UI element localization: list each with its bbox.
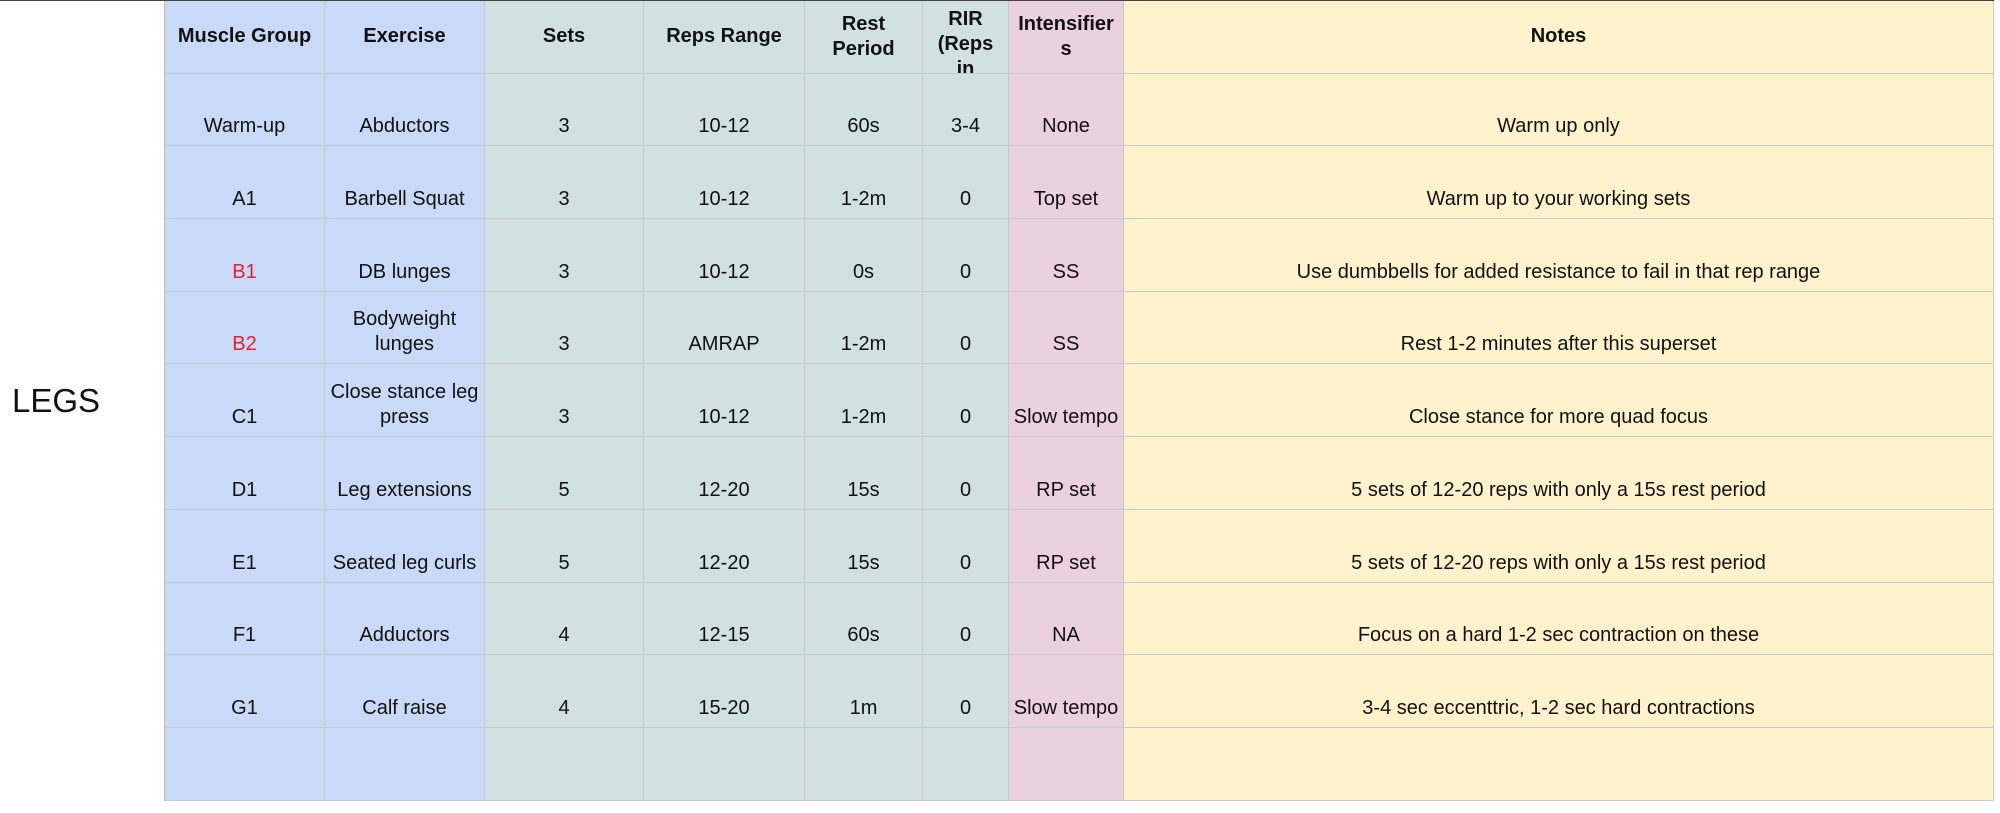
cell: Slow tempo <box>1009 655 1124 728</box>
column-header: Exercise <box>325 1 485 74</box>
cell: Adductors <box>325 582 485 656</box>
cell: Warm up only <box>1124 73 1994 147</box>
cell: 10-12 <box>644 73 805 147</box>
cell: 4 <box>485 582 644 656</box>
cell: 3-4 sec eccenttric, 1-2 sec hard contrac… <box>1124 655 1994 728</box>
cell: 0 <box>923 146 1009 220</box>
cell: 5 <box>485 509 644 583</box>
cell: Close stance leg press <box>325 364 485 438</box>
cell: RP set <box>1009 437 1124 510</box>
cell: 0s <box>805 219 923 292</box>
cell: B1 <box>165 219 325 292</box>
cell: 15s <box>805 437 923 510</box>
cell: 3 <box>485 364 644 438</box>
cell: 3 <box>485 291 644 365</box>
cell: G1 <box>165 655 325 728</box>
cell: Barbell Squat <box>325 146 485 220</box>
cell: Leg extensions <box>325 437 485 510</box>
cell: None <box>1009 73 1124 147</box>
cell: F1 <box>165 582 325 656</box>
empty-cell <box>923 727 1009 801</box>
cell: 60s <box>805 582 923 656</box>
cell: B2 <box>165 291 325 365</box>
cell: 0 <box>923 219 1009 292</box>
cell: 4 <box>485 655 644 728</box>
cell: 12-20 <box>644 509 805 583</box>
cell: 1-2m <box>805 364 923 438</box>
cell: 3 <box>485 219 644 292</box>
cell: 3 <box>485 146 644 220</box>
cell: NA <box>1009 582 1124 656</box>
cell: 0 <box>923 582 1009 656</box>
cell: 10-12 <box>644 219 805 292</box>
cell: Rest 1-2 minutes after this superset <box>1124 291 1994 365</box>
cell: Calf raise <box>325 655 485 728</box>
cell: 1m <box>805 655 923 728</box>
column-header: RIR (Reps in <box>923 1 1009 74</box>
cell: 3 <box>485 73 644 147</box>
cell: Focus on a hard 1-2 sec contraction on t… <box>1124 582 1994 656</box>
cell: Seated leg curls <box>325 509 485 583</box>
cell: D1 <box>165 437 325 510</box>
cell: 12-15 <box>644 582 805 656</box>
column-header: Rest Period <box>805 1 923 74</box>
cell: DB lunges <box>325 219 485 292</box>
cell: A1 <box>165 146 325 220</box>
empty-cell <box>1124 727 1994 801</box>
cell: 1-2m <box>805 291 923 365</box>
cell: Use dumbbells for added resistance to fa… <box>1124 219 1994 292</box>
cell: SS <box>1009 219 1124 292</box>
column-header: Notes <box>1124 1 1994 74</box>
cell: 1-2m <box>805 146 923 220</box>
cell: 15-20 <box>644 655 805 728</box>
column-header: Intensifiers <box>1009 1 1124 74</box>
column-header: Reps Range <box>644 1 805 74</box>
cell: 15s <box>805 509 923 583</box>
side-label: LEGS <box>0 1 165 801</box>
cell: C1 <box>165 364 325 438</box>
cell: RP set <box>1009 509 1124 583</box>
cell: Close stance for more quad focus <box>1124 364 1994 438</box>
cell: 0 <box>923 291 1009 365</box>
column-header: Sets <box>485 1 644 74</box>
cell: 3-4 <box>923 73 1009 147</box>
cell: SS <box>1009 291 1124 365</box>
cell: Abductors <box>325 73 485 147</box>
cell: 5 sets of 12-20 reps with only a 15s res… <box>1124 509 1994 583</box>
cell: 0 <box>923 509 1009 583</box>
cell: Slow tempo <box>1009 364 1124 438</box>
cell: E1 <box>165 509 325 583</box>
cell: 60s <box>805 73 923 147</box>
cell: Bodyweight lunges <box>325 291 485 365</box>
empty-cell <box>805 727 923 801</box>
cell: 5 <box>485 437 644 510</box>
empty-cell <box>165 727 325 801</box>
cell: 0 <box>923 364 1009 438</box>
cell: 0 <box>923 655 1009 728</box>
empty-cell <box>325 727 485 801</box>
column-header: Muscle Group <box>165 1 325 74</box>
cell: 0 <box>923 437 1009 510</box>
cell: 10-12 <box>644 364 805 438</box>
cell: 5 sets of 12-20 reps with only a 15s res… <box>1124 437 1994 510</box>
cell: AMRAP <box>644 291 805 365</box>
cell: Top set <box>1009 146 1124 220</box>
cell: 12-20 <box>644 437 805 510</box>
empty-cell <box>1009 727 1124 801</box>
empty-cell <box>644 727 805 801</box>
cell: Warm-up <box>165 73 325 147</box>
empty-cell <box>485 727 644 801</box>
cell: Warm up to your working sets <box>1124 146 1994 220</box>
cell: 10-12 <box>644 146 805 220</box>
